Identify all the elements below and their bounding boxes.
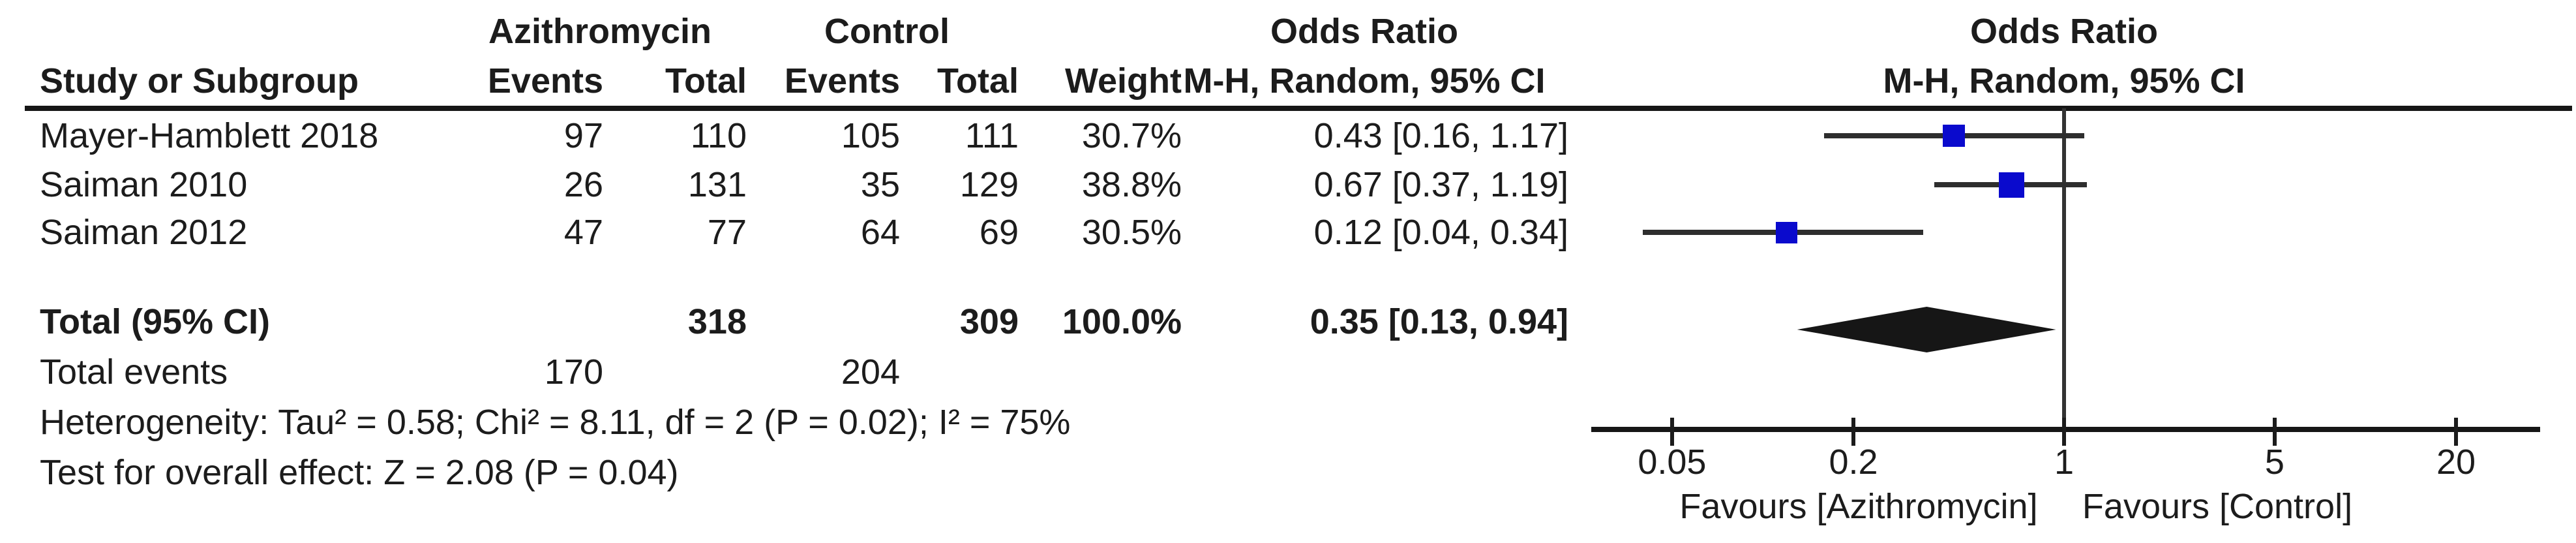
header-mh-random-ci-plot: M-H, Random, 95% CI <box>1883 61 2245 101</box>
study-total-tx: 110 <box>690 116 747 155</box>
study-weight: 30.7% <box>1081 116 1182 155</box>
study-events-ctrl: 105 <box>841 116 900 155</box>
header-total-tx: Total <box>665 61 747 101</box>
axis-tick <box>2454 418 2459 446</box>
total-n-tx: 318 <box>687 302 747 341</box>
total-or-ci-text: 0.35 [0.13, 0.94] <box>1310 302 1568 341</box>
header-weight: Weight <box>1065 61 1182 101</box>
header-study-or-subgroup: Study or Subgroup <box>40 61 359 101</box>
total-label: Total (95% CI) <box>40 302 271 341</box>
effect-square <box>1776 221 1798 243</box>
axis-tick <box>2062 418 2066 446</box>
favours-left-label: Favours [Azithromycin] <box>1679 487 2038 526</box>
study-or-ci-text: 0.12 [0.04, 0.34] <box>1313 213 1568 252</box>
study-or-ci-text: 0.67 [0.37, 1.19] <box>1313 165 1568 204</box>
header-group-control: Control <box>824 12 950 51</box>
axis-tick-label: 1 <box>2054 442 2074 482</box>
effect-square <box>1942 125 1965 147</box>
study-events-ctrl: 35 <box>860 165 900 204</box>
study-label: Saiman 2010 <box>40 165 248 204</box>
study-total-tx: 77 <box>707 213 747 252</box>
axis-tick <box>2272 418 2277 446</box>
study-total-ctrl: 111 <box>965 116 1019 155</box>
header-odds-ratio-plot: Odds Ratio <box>1969 12 2159 51</box>
axis-tick-label: 20 <box>2436 442 2476 482</box>
total-weight: 100.0% <box>1062 302 1182 341</box>
header-mh-random-ci-column: M-H, Random, 95% CI <box>1183 61 1546 101</box>
axis-tick-label: 0.05 <box>1638 442 1707 482</box>
header-events-tx: Events <box>487 61 603 101</box>
header-events-ctrl: Events <box>784 61 900 101</box>
null-effect-line <box>2062 108 2066 432</box>
header-total-ctrl: Total <box>937 61 1019 101</box>
total-events-tx: 170 <box>544 352 603 392</box>
heterogeneity-text: Heterogeneity: Tau² = 0.58; Chi² = 8.11,… <box>40 403 1071 442</box>
study-weight: 38.8% <box>1081 165 1182 204</box>
header-odds-ratio-column: Odds Ratio <box>1270 12 1459 51</box>
favours-right-label: Favours [Control] <box>2082 487 2353 526</box>
study-weight: 30.5% <box>1081 213 1182 252</box>
axis-tick <box>1670 418 1674 446</box>
total-n-ctrl: 309 <box>959 302 1019 341</box>
header-separator-line <box>25 106 2572 111</box>
summary-diamond <box>1797 307 2056 352</box>
study-events-tx: 47 <box>563 213 603 252</box>
study-or-ci-text: 0.43 [0.16, 1.17] <box>1313 116 1568 155</box>
axis-tick-label: 0.2 <box>1829 442 1878 482</box>
axis-tick-label: 5 <box>2264 442 2284 482</box>
overall-effect-text: Test for overall effect: Z = 2.08 (P = 0… <box>40 453 679 492</box>
study-total-ctrl: 69 <box>979 213 1019 252</box>
study-total-tx: 131 <box>687 165 747 204</box>
header-group-azithromycin: Azithromycin <box>488 12 712 51</box>
study-label: Saiman 2012 <box>40 213 248 252</box>
study-total-ctrl: 129 <box>959 165 1019 204</box>
study-events-ctrl: 64 <box>860 213 900 252</box>
effect-square <box>1999 172 2025 198</box>
axis-tick <box>1851 418 1856 446</box>
total-events-label: Total events <box>40 352 228 392</box>
study-events-tx: 26 <box>563 165 603 204</box>
study-label: Mayer-Hamblett 2018 <box>40 116 379 155</box>
study-events-tx: 97 <box>563 116 603 155</box>
total-events-ctrl: 204 <box>841 352 900 392</box>
